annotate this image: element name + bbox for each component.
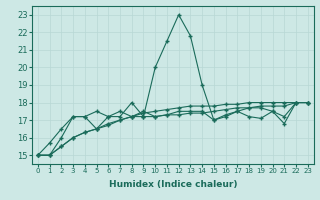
X-axis label: Humidex (Indice chaleur): Humidex (Indice chaleur) bbox=[108, 180, 237, 189]
